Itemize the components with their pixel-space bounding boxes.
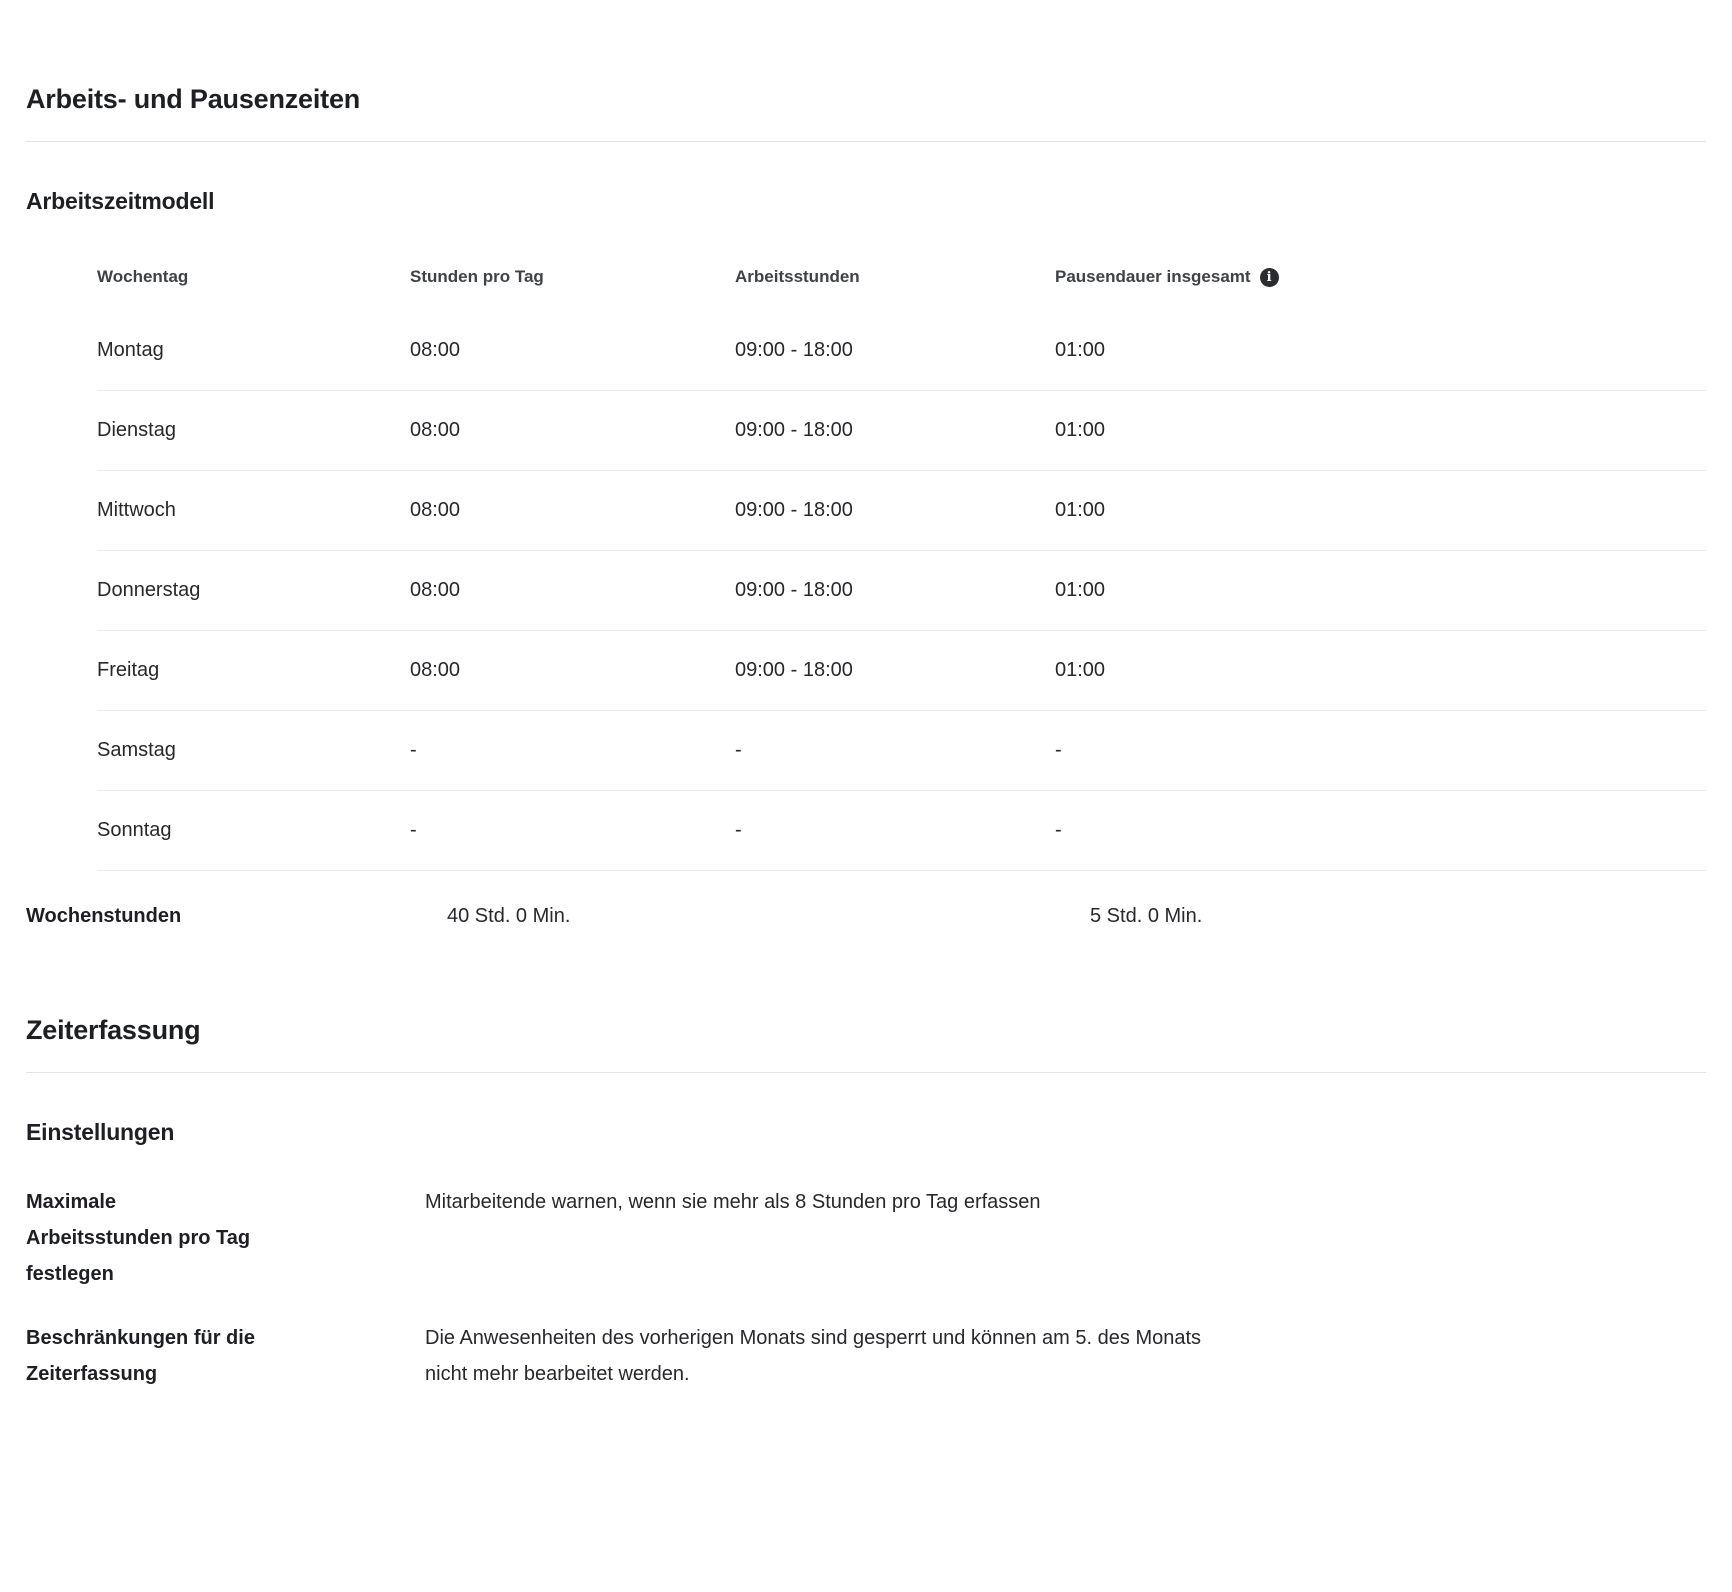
cell-working-hours: - <box>735 739 742 761</box>
wochenstunden-label: Wochenstunden <box>26 905 182 927</box>
cell-working-hours: - <box>735 819 742 841</box>
column-header-pausendauer: Pausendauer insgesamt i <box>1055 267 1706 287</box>
setting-row-max-arbeitsstunden: Maximale Arbeitsstunden pro Tag festlege… <box>26 1184 1706 1292</box>
weekly-work-hours-value: 40 Std. 0 Min. <box>447 905 571 927</box>
cell-working-hours: 09:00 - 18:00 <box>735 579 853 601</box>
weekly-break-hours-value: 5 Std. 0 Min. <box>1090 905 1203 927</box>
info-icon[interactable]: i <box>1259 267 1279 287</box>
setting-label: Maximale Arbeitsstunden pro Tag festlege… <box>26 1191 251 1285</box>
cell-working-hours: 09:00 - 18:00 <box>735 419 853 441</box>
cell-break-total: 01:00 <box>1055 339 1106 361</box>
setting-label: Beschränkungen für die Zeiterfassung <box>26 1327 255 1385</box>
subsection-title-arbeitszeitmodell: Arbeitszeitmodell <box>26 188 215 214</box>
table-row-montag: Montag 08:00 09:00 - 18:00 01:00 <box>97 311 1706 391</box>
column-header-stunden-pro-tag: Stunden pro Tag <box>410 267 544 286</box>
table-row-donnerstag: Donnerstag 08:00 09:00 - 18:00 01:00 <box>97 551 1706 631</box>
section-title-zeiterfassung: Zeiterfassung <box>26 1015 201 1045</box>
cell-day: Freitag <box>97 659 160 681</box>
cell-day: Montag <box>97 339 164 361</box>
cell-break-total: 01:00 <box>1055 579 1106 601</box>
settings-page: Arbeits- und Pausenzeiten Arbeitszeitmod… <box>0 84 1732 1392</box>
cell-hours-per-day: 08:00 <box>410 499 461 521</box>
cell-hours-per-day: - <box>410 819 417 841</box>
cell-hours-per-day: 08:00 <box>410 659 461 681</box>
section-divider <box>26 1072 1706 1073</box>
cell-hours-per-day: 08:00 <box>410 339 461 361</box>
setting-value: Mitarbeitende warnen, wenn sie mehr als … <box>425 1191 1041 1213</box>
setting-row-beschraenkungen: Beschränkungen für die Zeiterfassung Die… <box>26 1320 1706 1392</box>
cell-working-hours: 09:00 - 18:00 <box>735 499 853 521</box>
table-row-mittwoch: Mittwoch 08:00 09:00 - 18:00 01:00 <box>97 471 1706 551</box>
cell-break-total: 01:00 <box>1055 499 1106 521</box>
cell-break-total: - <box>1055 739 1062 761</box>
section-title-arbeits-und-pausenzeiten: Arbeits- und Pausenzeiten <box>26 84 361 114</box>
table-row-freitag: Freitag 08:00 09:00 - 18:00 01:00 <box>97 631 1706 711</box>
wochenstunden-summary-row: Wochenstunden 40 Std. 0 Min. 5 Std. 0 Mi… <box>26 871 1706 963</box>
cell-day: Samstag <box>97 739 176 761</box>
cell-day: Dienstag <box>97 419 176 441</box>
table-row-samstag: Samstag - - - <box>97 711 1706 791</box>
cell-working-hours: 09:00 - 18:00 <box>735 339 853 361</box>
section-divider <box>26 141 1706 142</box>
setting-value: Die Anwesenheiten des vorherigen Monats … <box>425 1327 1202 1385</box>
table-row-sonntag: Sonntag - - - <box>97 791 1706 871</box>
cell-day: Mittwoch <box>97 499 176 521</box>
cell-break-total: 01:00 <box>1055 659 1106 681</box>
cell-day: Donnerstag <box>97 579 201 601</box>
cell-day: Sonntag <box>97 819 172 841</box>
cell-hours-per-day: 08:00 <box>410 579 461 601</box>
column-header-pausendauer-label: Pausendauer insgesamt <box>1055 267 1251 286</box>
table-row-dienstag: Dienstag 08:00 09:00 - 18:00 01:00 <box>97 391 1706 471</box>
settings-list: Maximale Arbeitsstunden pro Tag festlege… <box>26 1184 1706 1392</box>
cell-break-total: 01:00 <box>1055 419 1106 441</box>
cell-hours-per-day: - <box>410 739 417 761</box>
subsection-title-einstellungen: Einstellungen <box>26 1119 175 1145</box>
table-header-row: Wochentag Stunden pro Tag Arbeitsstunden… <box>97 267 1706 287</box>
arbeitszeitmodell-table: Wochentag Stunden pro Tag Arbeitsstunden… <box>97 267 1706 871</box>
column-header-wochentag: Wochentag <box>97 267 189 286</box>
cell-working-hours: 09:00 - 18:00 <box>735 659 853 681</box>
cell-hours-per-day: 08:00 <box>410 419 461 441</box>
column-header-arbeitsstunden: Arbeitsstunden <box>735 267 860 286</box>
cell-break-total: - <box>1055 819 1062 841</box>
